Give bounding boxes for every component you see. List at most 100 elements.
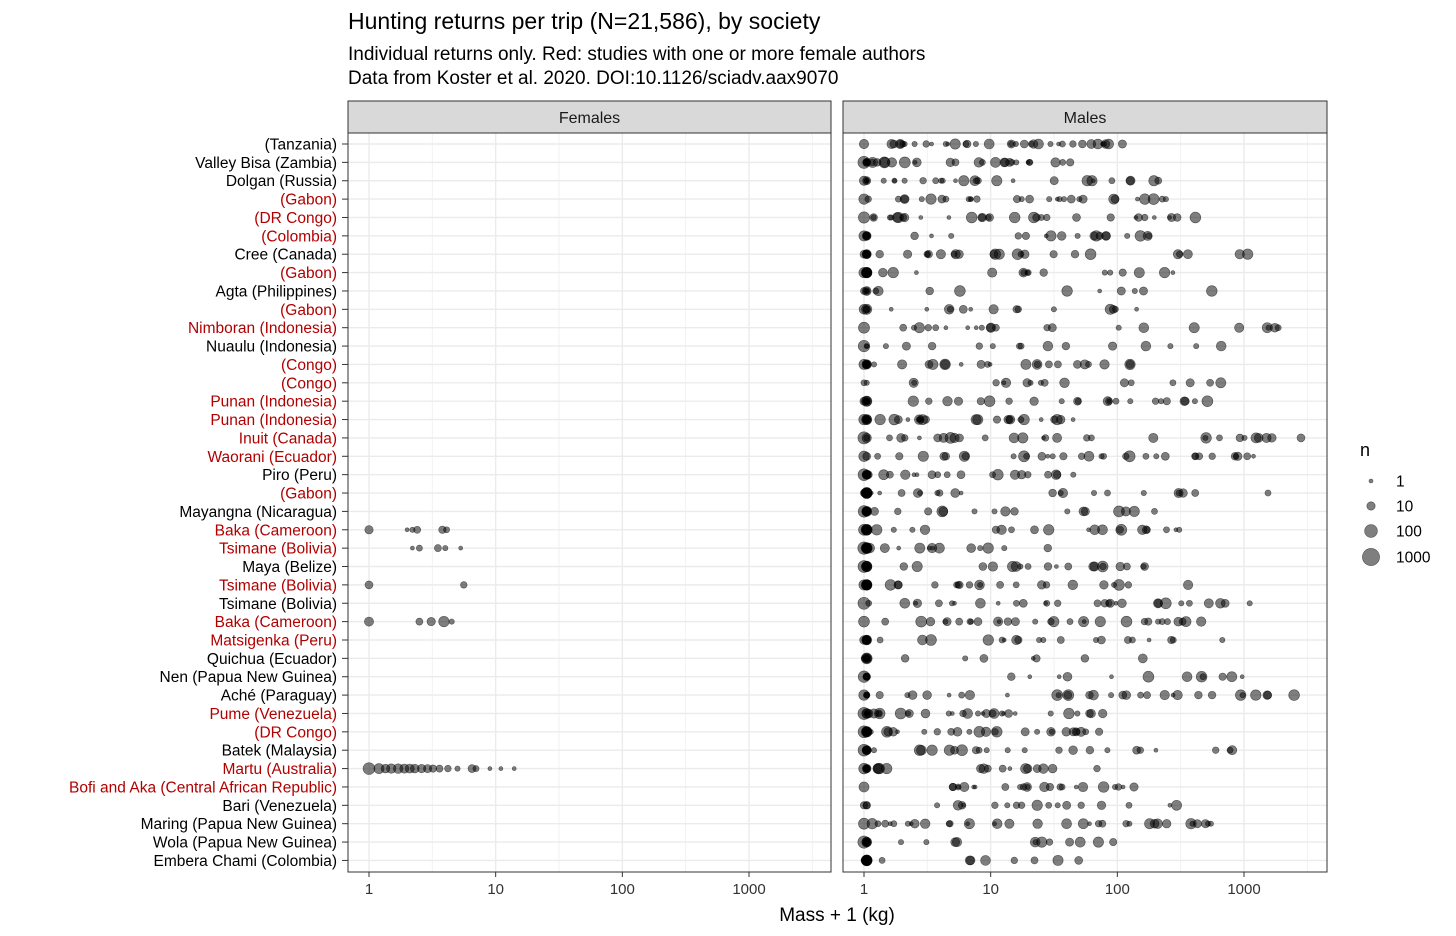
data-point (947, 727, 956, 736)
data-point (964, 855, 975, 866)
data-point (1004, 709, 1013, 718)
data-point (1098, 708, 1108, 719)
data-point (1036, 836, 1048, 848)
data-point (1063, 690, 1073, 700)
data-point (454, 765, 461, 772)
data-point (980, 855, 991, 866)
data-point (1048, 616, 1060, 628)
y-tick-label-society: (Gabon) (280, 192, 337, 209)
data-point (1069, 140, 1077, 148)
data-point (886, 157, 897, 168)
y-tick-label-society: Tsimane (Bolivia) (219, 577, 337, 594)
data-point (950, 745, 959, 755)
data-point (862, 672, 871, 681)
data-point (1124, 636, 1132, 644)
data-point (861, 469, 872, 480)
data-point (1029, 396, 1039, 406)
data-point (979, 654, 989, 663)
data-point (958, 691, 966, 699)
data-point (924, 324, 932, 332)
data-point (871, 361, 877, 368)
data-point (946, 692, 952, 698)
data-point (899, 323, 908, 332)
data-point (1181, 671, 1193, 682)
data-point (932, 177, 940, 185)
data-point (364, 580, 374, 590)
data-point (1183, 249, 1193, 260)
data-point (1091, 490, 1097, 496)
data-point (1135, 196, 1140, 202)
data-point (863, 434, 871, 442)
data-point (1169, 636, 1177, 644)
data-point (1144, 617, 1153, 626)
y-tick-label-society: Matsigenka (Peru) (210, 632, 337, 649)
y-tick-label-society: (Congo) (281, 375, 337, 392)
data-point (973, 157, 985, 168)
x-tick-label: 10 (982, 881, 999, 898)
data-point (1093, 764, 1101, 773)
data-point (1226, 671, 1238, 683)
data-point (909, 526, 916, 533)
data-point (1050, 157, 1061, 168)
data-point (900, 654, 910, 663)
data-point (1057, 231, 1067, 241)
data-point (973, 726, 986, 738)
data-point (978, 562, 988, 571)
data-point (1044, 470, 1052, 479)
data-point (991, 818, 1003, 829)
data-point (874, 452, 881, 460)
data-point (1133, 267, 1145, 279)
data-point (1070, 417, 1076, 422)
data-point (1010, 856, 1018, 865)
data-point (996, 619, 1002, 624)
data-point (1034, 728, 1041, 735)
data-point (1078, 194, 1088, 204)
y-tick-label-society: Valley Bisa (Zambia) (195, 155, 337, 172)
data-point (1028, 140, 1035, 148)
data-point (1062, 800, 1072, 810)
data-point (989, 248, 1001, 260)
data-point (1007, 672, 1016, 681)
data-point (976, 397, 985, 406)
data-point (917, 435, 922, 441)
legend-key-label: 100 (1396, 524, 1422, 541)
data-point (1058, 398, 1065, 405)
data-point (858, 211, 870, 224)
data-point (988, 304, 999, 315)
data-point (968, 618, 974, 625)
data-point (958, 175, 970, 187)
data-point (1049, 453, 1056, 460)
y-tick-label-society: Nen (Papua New Guinea) (160, 669, 338, 686)
data-point (1154, 598, 1163, 608)
data-point (1042, 340, 1054, 352)
data-point (1078, 139, 1087, 149)
y-tick-label-society: Baka (Cameroon) (215, 614, 337, 631)
data-point (1106, 213, 1115, 222)
data-point (1139, 286, 1148, 296)
data-point (888, 306, 894, 312)
data-point (1140, 340, 1152, 352)
data-point (1104, 747, 1111, 754)
y-tick-label-society: Mayangna (Nicaragua) (179, 504, 337, 521)
y-tick-label-society: (Gabon) (280, 265, 337, 282)
data-point (1264, 489, 1272, 497)
data-point (1163, 526, 1170, 534)
data-point (1142, 670, 1155, 683)
data-point (1191, 398, 1198, 405)
x-tick-label: 10 (487, 881, 504, 898)
data-point (1173, 488, 1184, 498)
data-point (881, 819, 890, 828)
data-point (1083, 434, 1091, 442)
data-point (1057, 490, 1064, 496)
data-point (1134, 306, 1139, 312)
data-point (1193, 343, 1200, 350)
data-point (1086, 708, 1096, 719)
data-point (1054, 564, 1059, 569)
data-point (901, 177, 908, 184)
data-point (1045, 230, 1057, 242)
data-point (1066, 158, 1075, 167)
data-point (969, 175, 981, 186)
data-point (442, 545, 449, 552)
y-tick-label-society: Bari (Venezuela) (222, 798, 337, 815)
data-point (1043, 562, 1053, 571)
